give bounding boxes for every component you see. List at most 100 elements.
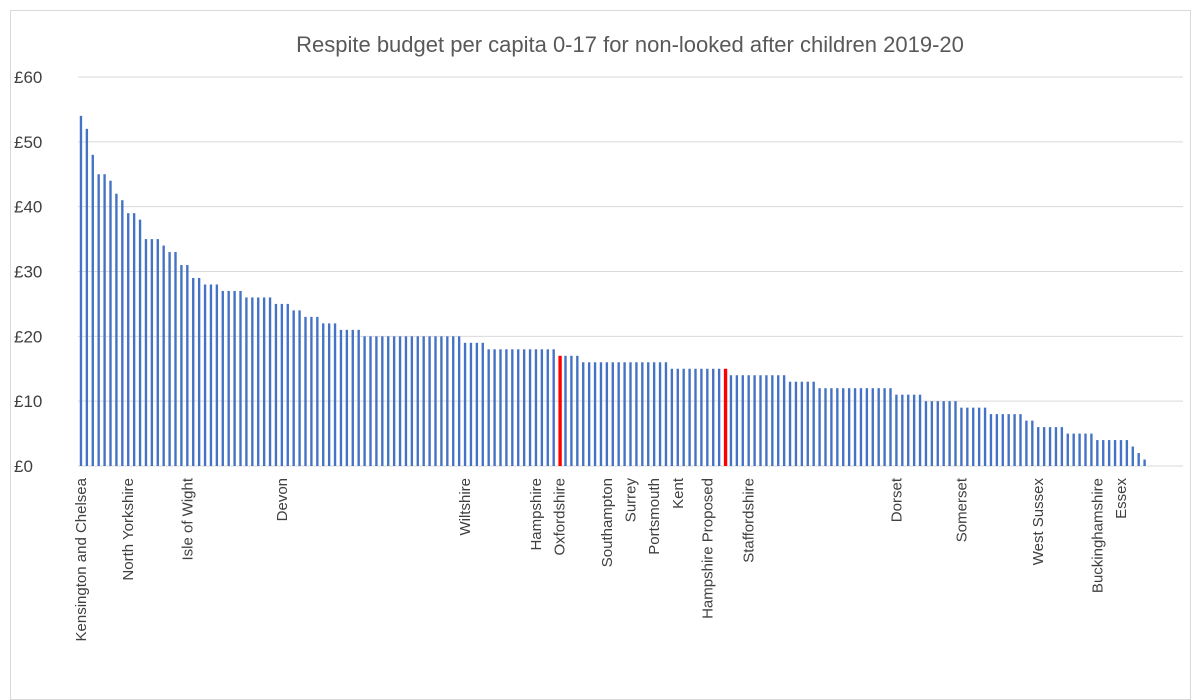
bar [960, 407, 963, 466]
bar [676, 368, 679, 466]
bar [174, 252, 177, 466]
bar [593, 362, 597, 466]
bar [700, 368, 703, 466]
bar [877, 388, 880, 466]
bar [1072, 433, 1075, 466]
bar [694, 368, 697, 466]
bar [966, 407, 969, 466]
bar [79, 115, 83, 467]
bar [351, 329, 354, 466]
bar [641, 362, 644, 466]
bar [257, 297, 260, 466]
bar [794, 381, 798, 466]
bar [245, 297, 248, 466]
x-tick-label: Kent [670, 477, 687, 509]
x-tick-label: Portsmouth [646, 478, 663, 555]
bar [948, 401, 951, 466]
bar [741, 375, 744, 466]
bar [865, 388, 869, 466]
bar [150, 239, 154, 466]
x-tick-label: Surrey [623, 478, 640, 523]
bar [847, 388, 851, 466]
bar [369, 336, 372, 466]
bar [121, 200, 124, 466]
x-tick-label: North Yorkshire [120, 478, 137, 581]
bar [647, 362, 650, 466]
bar [1066, 433, 1069, 466]
bar [918, 394, 922, 466]
bar [1113, 440, 1117, 466]
bar [1084, 433, 1087, 466]
bar [322, 323, 325, 466]
bar [345, 329, 349, 466]
bar [1001, 414, 1004, 466]
bar [1143, 459, 1146, 466]
bar [452, 336, 455, 466]
bar [428, 336, 431, 466]
bar [381, 336, 384, 466]
bar [942, 401, 945, 466]
bar [268, 297, 272, 466]
bar [327, 323, 331, 466]
bar [895, 394, 898, 466]
bar [517, 349, 520, 466]
bar [712, 368, 715, 466]
x-tick-label: Hampshire Proposed [699, 478, 716, 619]
bar [901, 394, 904, 466]
bar-highlight [558, 355, 562, 466]
bar [842, 388, 845, 466]
bar [688, 368, 691, 466]
bar [168, 252, 171, 466]
bar [316, 316, 319, 466]
bar [463, 342, 467, 466]
bar [930, 401, 934, 466]
bar [1078, 433, 1081, 466]
bar [1025, 420, 1028, 466]
bar [446, 336, 449, 466]
bar [582, 362, 585, 466]
x-tick-label: Dorset [888, 477, 905, 522]
x-tick-label: Essex [1113, 478, 1130, 519]
bar [729, 375, 733, 466]
bar [363, 336, 366, 466]
bar [1019, 414, 1022, 466]
bar [629, 362, 632, 466]
bar [91, 154, 94, 467]
bar [416, 336, 419, 466]
bar [280, 303, 284, 466]
bar [540, 349, 544, 466]
y-tick-label: £50 [14, 133, 42, 152]
y-tick-label: £10 [14, 392, 42, 411]
bar [889, 388, 892, 466]
bar [853, 388, 857, 466]
x-tick-label: Buckinghamshire [1089, 478, 1106, 593]
bar [635, 362, 638, 466]
bar [209, 284, 213, 466]
bar [1096, 440, 1099, 466]
bar [357, 329, 360, 466]
bar [233, 290, 236, 466]
bar [239, 290, 242, 466]
x-tick-label: Somerset [953, 477, 970, 542]
chart-title: Respite budget per capita 0-17 for non-l… [296, 32, 964, 57]
bar [664, 362, 668, 466]
bar [186, 265, 189, 466]
bar [534, 349, 538, 466]
bar-highlight [723, 368, 728, 466]
bar [753, 375, 756, 466]
bar [505, 349, 508, 466]
bar [138, 219, 142, 466]
bar [570, 355, 573, 466]
bar [972, 407, 975, 466]
bar [954, 401, 957, 466]
bar [836, 388, 839, 466]
bar [605, 362, 609, 466]
y-tick-label: £60 [14, 68, 42, 87]
bar [587, 362, 591, 466]
bar [658, 362, 662, 466]
bar [576, 355, 579, 466]
bar [1119, 440, 1123, 466]
x-tick-label: Southampton [599, 478, 616, 567]
